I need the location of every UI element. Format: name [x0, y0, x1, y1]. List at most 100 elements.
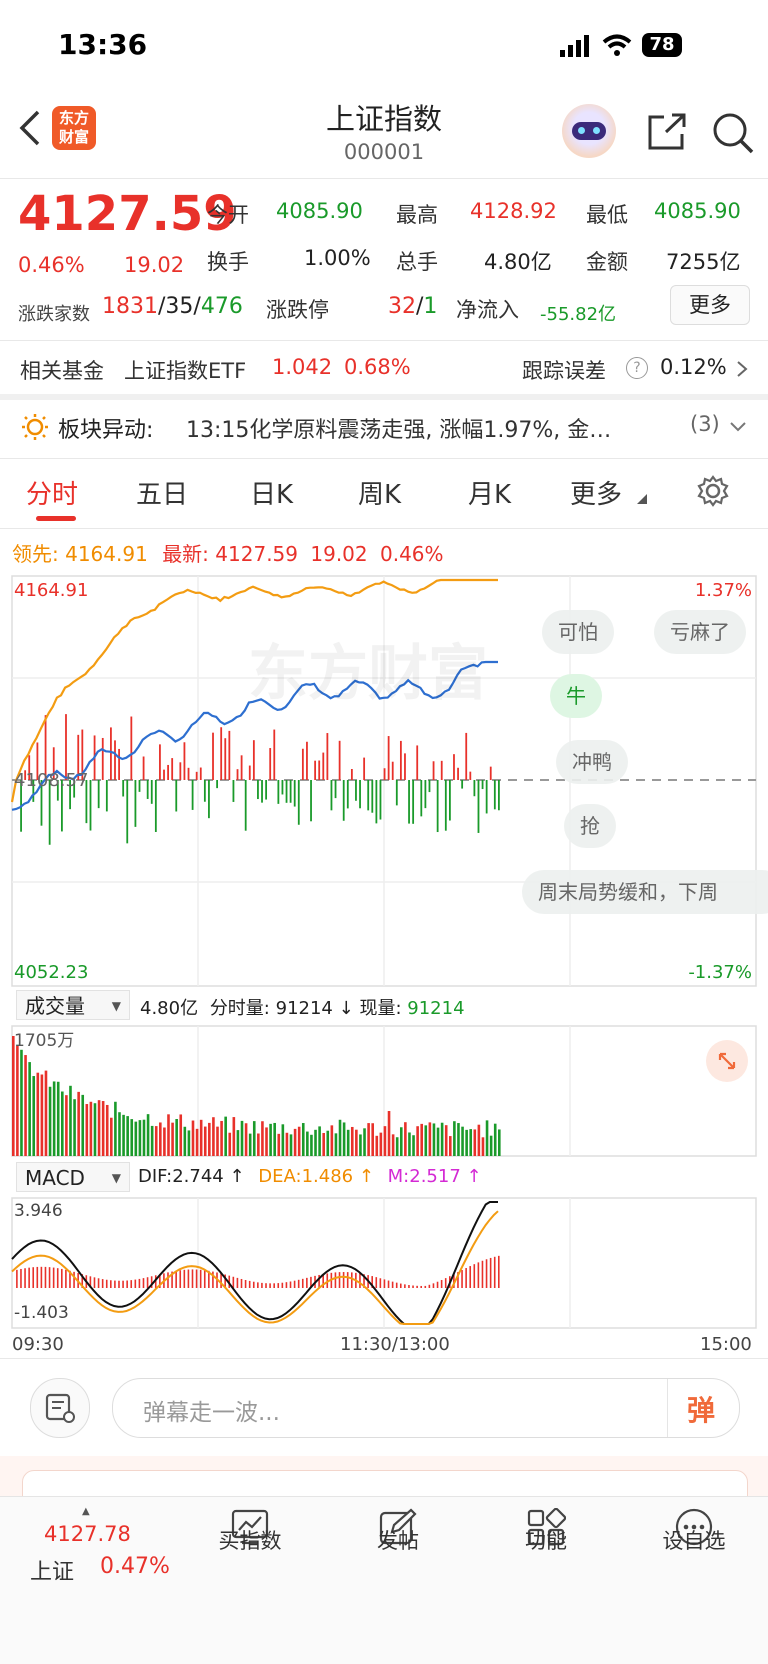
volume-bar: [355, 1129, 358, 1156]
volume-bar: [473, 1129, 477, 1156]
volume-bar: [236, 1130, 240, 1156]
macd-chart[interactable]: 3.946 -1.403: [0, 1196, 768, 1330]
price-bar-down: [277, 780, 280, 804]
macd-selector[interactable]: MACD ▼: [16, 1162, 130, 1192]
volume-bar: [297, 1126, 301, 1156]
price-bar-up: [432, 761, 435, 780]
volume-bar: [65, 1095, 68, 1156]
tab-weekly-k[interactable]: 周K: [358, 480, 402, 510]
latest-value: 4127.59: [215, 542, 299, 566]
limit-down-count: 1: [423, 294, 438, 319]
volume-bar: [56, 1081, 60, 1156]
intraday-chart[interactable]: 4164.91 4108.57 4052.23 1.37% -1.37% 东方财…: [0, 572, 768, 992]
tab-daily-k[interactable]: 日K: [250, 480, 294, 510]
volume-bar: [36, 1072, 40, 1156]
help-icon[interactable]: ?: [626, 357, 648, 379]
settings-gear-icon[interactable]: [696, 474, 730, 508]
price-bar-down: [208, 780, 210, 819]
macd-bar: [224, 1274, 226, 1288]
price-bar-up: [195, 771, 198, 780]
volume-bar: [391, 1134, 395, 1156]
macd-top-label: 3.946: [14, 1201, 63, 1221]
sector-alert-row[interactable]: 板块异动: 13:15化学原料震荡走强, 涨幅1.97%, 金… (3): [0, 400, 768, 452]
macd-bar: [28, 1267, 30, 1288]
current-price: 4127.59: [18, 186, 237, 242]
nav-index-name: 上证: [30, 1560, 75, 1585]
promo-banner[interactable]: [0, 1456, 768, 1512]
price-bar-up: [236, 769, 239, 780]
high-label: 最高: [396, 203, 438, 227]
battery-level: 78: [649, 34, 675, 55]
danmaku-toggle-icon[interactable]: [30, 1378, 90, 1438]
danmaku-bubble[interactable]: 周末局势缓和，下周: [522, 870, 768, 914]
search-icon[interactable]: [712, 112, 756, 154]
latest-label: 最新:: [162, 542, 209, 566]
nav-index-quote[interactable]: ▲ 4127.78 上证 0.47%: [30, 1506, 170, 1586]
more-button[interactable]: 更多: [670, 285, 750, 325]
post-icon: [379, 1508, 417, 1545]
related-fund-row[interactable]: 相关基金 上证指数ETF 1.042 0.68% 跟踪误差 ? 0.12%: [0, 346, 768, 388]
tab-active-indicator: [36, 516, 76, 521]
price-bar-up: [338, 740, 341, 780]
tab-more[interactable]: 更多: [570, 480, 623, 510]
macd-bar: [334, 1272, 337, 1288]
tab-five-day[interactable]: 五日: [136, 480, 189, 510]
price-bar-up: [399, 740, 402, 780]
macd-bar: [118, 1280, 120, 1288]
latest-change: 19.02: [310, 542, 368, 566]
macd-bar: [301, 1278, 304, 1288]
back-icon[interactable]: [18, 110, 42, 146]
robot-avatar-icon[interactable]: [562, 104, 616, 158]
macd-bar: [481, 1260, 484, 1288]
danmaku-bubble[interactable]: 亏麻了: [654, 610, 746, 654]
volume-bar: [424, 1125, 428, 1156]
danmaku-bubble[interactable]: 牛: [550, 674, 602, 718]
up-count: 1831: [102, 294, 158, 319]
comment-input[interactable]: 弹幕走一波... 弹: [112, 1378, 740, 1438]
time-mid: 11:30/13:00: [340, 1334, 450, 1355]
danmaku-bubble[interactable]: 抢: [564, 804, 616, 848]
price-bar-down: [32, 780, 35, 802]
volume-bar: [314, 1129, 317, 1156]
limit-up-count: 32: [388, 294, 416, 319]
price-bar-down: [216, 780, 219, 789]
macd-bar: [285, 1282, 288, 1288]
macd-bar: [383, 1279, 386, 1288]
volume-bar: [461, 1126, 464, 1156]
volume-bar: [220, 1120, 223, 1156]
dropdown-caret-icon: ▼: [111, 999, 121, 1013]
volume-bar: [457, 1123, 460, 1156]
macd-bar: [248, 1280, 251, 1288]
nav-post[interactable]: 发帖: [377, 1529, 419, 1553]
expand-icon[interactable]: [706, 1040, 748, 1082]
tab-intraday[interactable]: 分时: [26, 480, 79, 510]
tab-monthly-k[interactable]: 月K: [468, 480, 512, 510]
volume-selector[interactable]: 成交量 ▼: [16, 990, 130, 1020]
danmaku-bubble[interactable]: 可怕: [542, 610, 614, 654]
danmaku-send-button[interactable]: 弹: [687, 1394, 716, 1427]
volume-chart[interactable]: 1705万: [0, 1024, 768, 1158]
macd-bar: [318, 1274, 320, 1288]
time-start: 09:30: [12, 1334, 64, 1355]
comment-placeholder: 弹幕走一波...: [143, 1400, 280, 1426]
macd-bar: [130, 1280, 133, 1288]
volume-bar: [191, 1120, 195, 1156]
chart-legend: 领先: 4164.91 最新: 4127.59 19.02 0.46%: [12, 538, 444, 567]
price-bar-up: [228, 730, 231, 780]
volume-bar: [301, 1123, 305, 1156]
danmaku-bubble[interactable]: 冲鸭: [556, 740, 628, 784]
volume-bar: [379, 1132, 383, 1156]
price-bar-down: [61, 780, 63, 832]
share-icon[interactable]: [646, 112, 688, 152]
macd-bar: [208, 1270, 210, 1288]
nav-add-watchlist[interactable]: 设自选: [662, 1529, 726, 1553]
watermark: 东方财富: [248, 639, 488, 709]
macd-bar: [379, 1278, 382, 1288]
macd-bar: [61, 1268, 63, 1288]
macd-bar: [69, 1270, 71, 1288]
macd-bar: [142, 1278, 145, 1288]
nav-buy-index[interactable]: 买指数: [218, 1529, 282, 1553]
macd-bar: [212, 1271, 214, 1288]
nav-function[interactable]: 功能: [525, 1529, 567, 1553]
axis-mid-price: 4108.57: [14, 770, 88, 791]
